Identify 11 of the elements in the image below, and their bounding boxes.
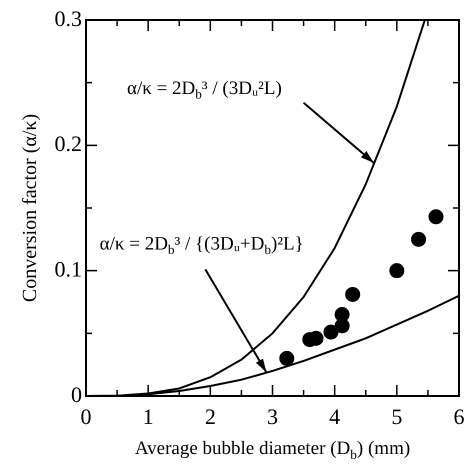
y-tick-label: 0 bbox=[71, 382, 82, 407]
x-tick-label: 5 bbox=[391, 404, 402, 429]
y-tick-label: 0.3 bbox=[54, 6, 82, 31]
y-axis-title: Conversion factor (α/κ) bbox=[19, 114, 41, 302]
y-tick-label: 0.1 bbox=[54, 256, 82, 282]
x-tick-label: 6 bbox=[454, 404, 464, 429]
x-tick-label: 1 bbox=[142, 404, 154, 429]
x-tick-label: 3 bbox=[267, 404, 278, 429]
x-tick-label: 4 bbox=[329, 404, 340, 429]
x-tick-label: 2 bbox=[204, 404, 216, 429]
y-tick-label: 0.2 bbox=[54, 131, 82, 156]
